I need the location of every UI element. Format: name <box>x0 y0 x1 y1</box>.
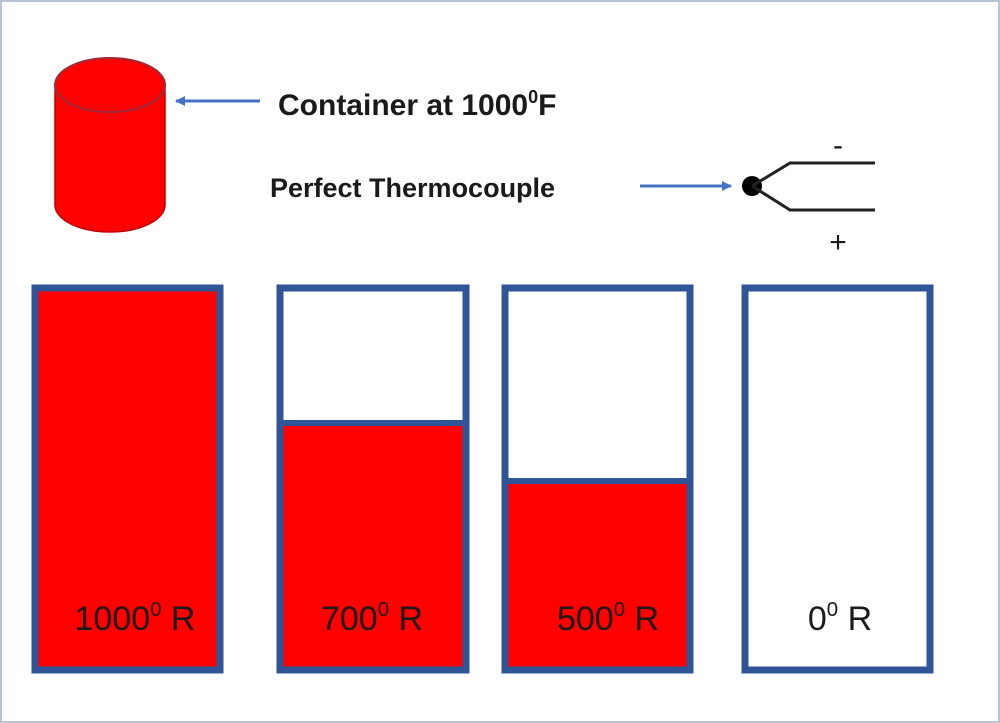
label-text: Container at 1000 <box>278 89 528 122</box>
container-label: Container at 10000F <box>278 87 556 122</box>
temperature-label: 7000 R <box>321 599 423 638</box>
cylinder <box>54 57 166 233</box>
superscript: 0 <box>528 87 538 107</box>
unit: F <box>538 89 556 122</box>
minus-sign: - <box>833 129 843 162</box>
value: 700 <box>321 600 378 638</box>
superscript: 0 <box>378 599 389 621</box>
thermocouple-label: Perfect Thermocouple <box>270 173 555 203</box>
unit: R <box>161 600 195 638</box>
plus-sign: + <box>829 226 847 259</box>
unit: R <box>838 600 872 638</box>
box <box>741 284 934 674</box>
superscript: 0 <box>827 599 838 621</box>
superscript: 0 <box>150 599 161 621</box>
value: 0 <box>808 600 827 638</box>
superscript: 0 <box>614 599 625 621</box>
temperature-label: 10000 R <box>75 599 196 638</box>
unit: R <box>389 600 423 638</box>
value: 500 <box>557 600 614 638</box>
box <box>31 284 224 674</box>
box <box>276 284 470 674</box>
temperature-label: 00 R <box>808 599 872 638</box>
value: 1000 <box>75 600 151 638</box>
thermocouple-wires <box>751 161 875 212</box>
unit: R <box>625 600 659 638</box>
temperature-label: 5000 R <box>557 599 659 638</box>
box <box>501 284 694 674</box>
